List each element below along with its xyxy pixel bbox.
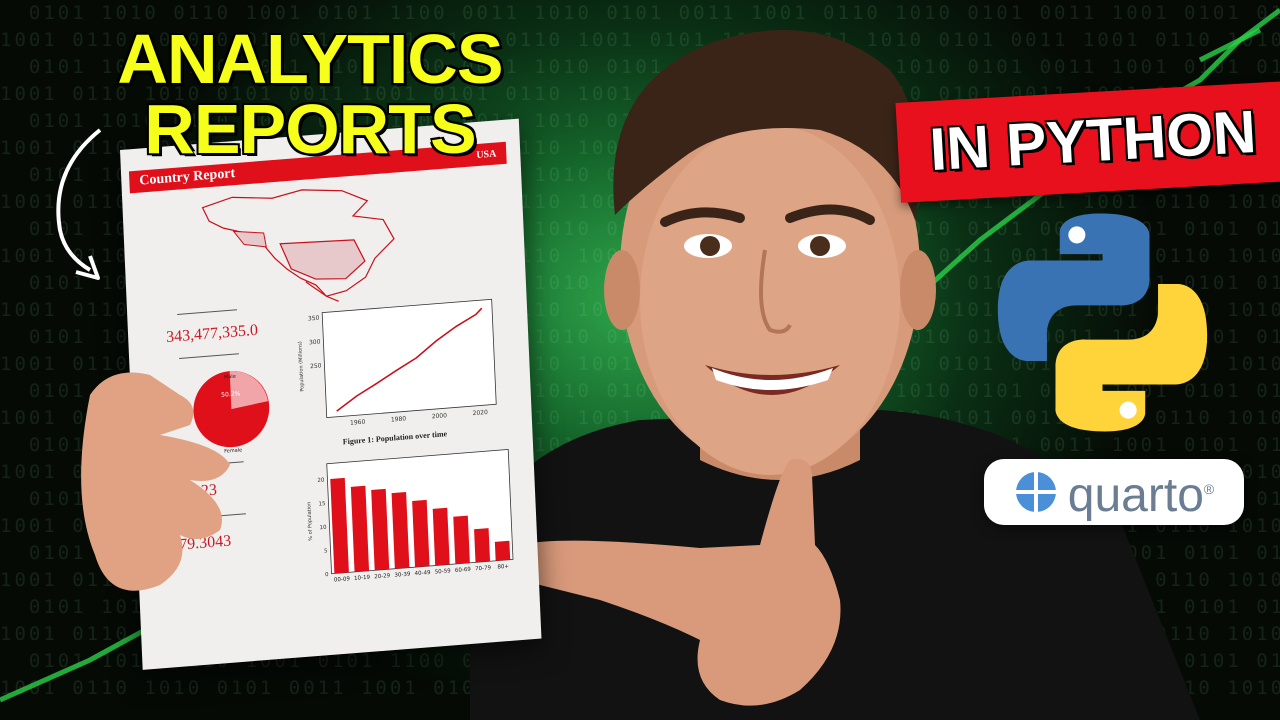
line-x-tick: 2000	[432, 412, 448, 420]
report-paper: Country Report USA 343,477,335.0 Male 50…	[120, 118, 542, 670]
age-bar	[432, 507, 450, 566]
line-x-tick: 1980	[391, 415, 407, 423]
bar-y-tick: 5	[324, 548, 328, 554]
headline: ANALYTICS REPORTS	[70, 24, 550, 164]
quarto-word: quarto	[1067, 468, 1204, 522]
age-bar	[330, 477, 349, 574]
age-category-label: 70-79	[475, 565, 492, 572]
bar-y-tick: 15	[318, 501, 326, 508]
age-category-label: 50-59	[435, 568, 452, 575]
line-y-tick: 300	[309, 338, 321, 346]
line-y-tick: 250	[310, 362, 322, 370]
north-america-map	[201, 189, 395, 302]
age-bar	[412, 499, 430, 568]
headline-line-2: REPORTS	[144, 90, 476, 168]
population-line-chart: 1960 1980 2000 2020 250 300 350 Population (Mi…	[297, 298, 497, 427]
line-ylabel: Population (Millions)	[297, 341, 305, 392]
quarto-badge: quarto®	[984, 459, 1244, 525]
bar-ylabel: % of Population	[306, 501, 314, 540]
age-category-label: 00-09	[334, 576, 351, 583]
report-title: Country Report	[139, 166, 236, 189]
age-category-label: 80+	[497, 564, 509, 571]
line-x-tick: 1960	[350, 419, 366, 427]
age-bar	[474, 528, 491, 563]
age-category-label: 20-29	[374, 573, 391, 580]
holding-hand	[81, 372, 230, 591]
python-logo-icon	[997, 213, 1208, 432]
age-bar	[494, 540, 511, 561]
curved-arrow-icon	[56, 128, 102, 280]
age-bar	[350, 485, 370, 572]
age-category-label: 30-39	[394, 571, 411, 578]
pie-value: 50.2%	[221, 390, 241, 399]
bar-y-tick: 20	[317, 477, 325, 484]
age-category-label: 10-19	[354, 575, 371, 582]
line-y-tick: 350	[308, 315, 320, 323]
line-x-tick: 2020	[472, 409, 488, 417]
gender-pie-chart: Male 50.2% Female	[193, 370, 270, 455]
age-bar-chart: 00-09 10-19 20-29 30-39 40-49 50-59 60-69 70-79…	[306, 449, 514, 584]
bar-y-tick: 10	[319, 525, 327, 532]
quarto-label: quarto®	[1068, 465, 1214, 520]
age-bar	[371, 488, 390, 571]
quarto-registered: ®	[1203, 480, 1215, 497]
headline-line-1: ANALYTICS	[117, 20, 503, 98]
age-category-label: 60-69	[455, 567, 472, 574]
age-bar	[453, 515, 470, 564]
age-bar	[391, 491, 410, 569]
population-series-line	[336, 307, 483, 412]
bar-y-tick: 0	[325, 572, 329, 578]
age-category-label: 40-49	[414, 570, 431, 577]
pie-bottom-label: Female	[224, 447, 242, 454]
pie-title: Male	[224, 374, 236, 381]
quarto-logo-icon	[1015, 472, 1056, 512]
population-stat: 343,477,335.0	[165, 321, 259, 346]
